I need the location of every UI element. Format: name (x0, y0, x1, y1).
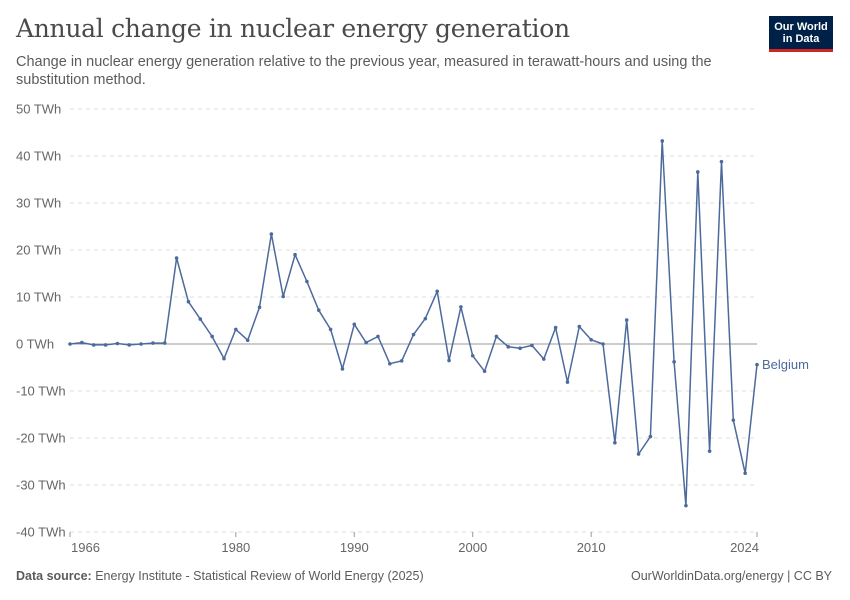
data-point[interactable] (755, 362, 759, 367)
data-point[interactable] (139, 342, 143, 346)
y-tick-label: -40 TWh (16, 525, 66, 540)
x-tick-label: 1990 (340, 540, 369, 555)
data-point[interactable] (245, 338, 250, 343)
data-point[interactable] (636, 452, 641, 456)
x-tick-label: 2000 (458, 540, 487, 555)
data-point[interactable] (577, 324, 582, 329)
data-point[interactable] (151, 341, 155, 345)
data-point[interactable] (613, 440, 617, 445)
data-point[interactable] (103, 343, 108, 347)
data-point[interactable] (186, 299, 191, 304)
chart-title: Annual change in nuclear energy generati… (16, 14, 570, 43)
data-point[interactable] (447, 358, 451, 363)
data-point[interactable] (518, 346, 522, 351)
data-source-text[interactable]: Energy Institute - Statistical Review of… (95, 569, 424, 583)
data-point[interactable] (482, 369, 487, 374)
data-point[interactable] (553, 325, 558, 330)
x-tick-label: 1980 (221, 540, 250, 555)
data-point[interactable] (530, 343, 534, 348)
data-point[interactable] (388, 361, 392, 366)
data-point[interactable] (352, 322, 357, 327)
data-point[interactable] (162, 341, 167, 345)
data-point[interactable] (660, 139, 665, 143)
data-source-label: Data source: (16, 569, 92, 583)
data-point[interactable] (470, 353, 475, 358)
data-point[interactable] (601, 342, 605, 346)
data-point[interactable] (316, 308, 321, 312)
data-point[interactable] (731, 418, 736, 422)
y-tick-label: 10 TWh (16, 290, 61, 305)
logo-line-1: Our World (774, 21, 828, 33)
y-tick-label: -30 TWh (16, 478, 66, 493)
data-point[interactable] (541, 357, 546, 361)
y-tick-label: -10 TWh (16, 384, 66, 399)
owid-logo[interactable]: Our World in Data (769, 16, 833, 52)
data-point[interactable] (695, 170, 700, 174)
data-point[interactable] (91, 343, 96, 347)
data-point[interactable] (411, 332, 416, 337)
data-point[interactable] (506, 345, 511, 349)
x-tick-label: 1966 (71, 540, 100, 555)
data-point[interactable] (719, 159, 724, 164)
data-source-note: Data source: Energy Institute - Statisti… (16, 569, 424, 583)
data-point[interactable] (80, 340, 84, 345)
data-point[interactable] (459, 305, 463, 309)
chart-subtitle: Change in nuclear energy generation rela… (16, 54, 712, 88)
data-point[interactable] (127, 343, 132, 347)
data-point[interactable] (648, 434, 653, 439)
data-point[interactable] (305, 279, 309, 284)
data-point[interactable] (68, 342, 72, 346)
y-tick-label: 30 TWh (16, 196, 61, 211)
data-point[interactable] (376, 334, 380, 339)
y-tick-label: 50 TWh (16, 102, 61, 117)
y-tick-label: 0 TWh (16, 337, 54, 352)
data-point[interactable] (328, 327, 333, 332)
data-point[interactable] (364, 340, 368, 345)
data-point[interactable] (589, 337, 593, 342)
x-tick-label: 2024 (730, 540, 759, 555)
data-point[interactable] (293, 252, 297, 257)
y-tick-label: -20 TWh (16, 431, 66, 446)
data-point[interactable] (174, 256, 179, 260)
data-point[interactable] (340, 367, 345, 371)
data-point[interactable] (565, 380, 570, 384)
data-point[interactable] (222, 356, 226, 361)
data-point[interactable] (684, 503, 688, 508)
data-point[interactable] (281, 294, 286, 299)
series-label-belgium[interactable]: Belgium (762, 357, 809, 372)
data-point[interactable] (743, 471, 747, 476)
data-point[interactable] (234, 327, 238, 332)
data-point[interactable] (210, 334, 214, 339)
series-line-belgium[interactable] (69, 140, 758, 507)
x-tick-label: 2010 (577, 540, 606, 555)
data-point[interactable] (423, 316, 428, 321)
data-point[interactable] (494, 334, 499, 339)
data-point[interactable] (707, 449, 712, 453)
data-point[interactable] (198, 317, 203, 321)
data-point[interactable] (115, 341, 120, 346)
data-point[interactable] (672, 360, 676, 364)
data-point[interactable] (269, 232, 274, 236)
y-tick-label: 20 TWh (16, 243, 61, 258)
license-note[interactable]: OurWorldinData.org/energy | CC BY (630, 569, 832, 583)
data-point[interactable] (624, 318, 629, 322)
y-tick-label: 40 TWh (16, 149, 61, 164)
data-point[interactable] (399, 359, 404, 363)
data-point[interactable] (257, 305, 262, 310)
data-point[interactable] (435, 289, 439, 294)
logo-line-2: in Data (782, 33, 820, 45)
